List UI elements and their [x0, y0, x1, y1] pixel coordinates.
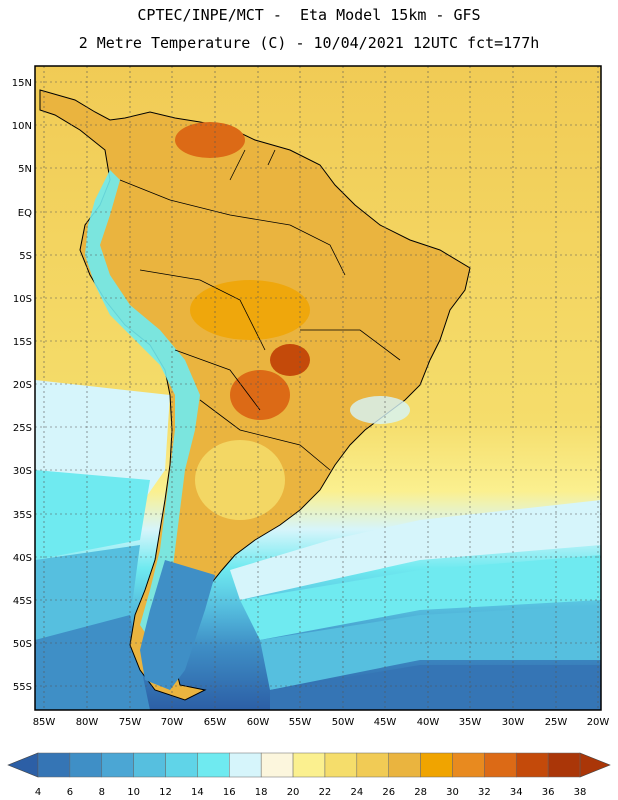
lon-label: 50W: [332, 717, 355, 728]
legend-value-label: 26: [382, 787, 395, 798]
lat-label: 10N: [12, 121, 32, 132]
lat-label: 25S: [13, 423, 32, 434]
legend-swatch: [37, 752, 71, 778]
lon-label: 20W: [587, 717, 610, 728]
lon-label: 55W: [289, 717, 312, 728]
andes-cold-zone: [85, 170, 200, 640]
lon-label: 25W: [545, 717, 568, 728]
lat-label: 15S: [13, 337, 32, 348]
longitude-labels: 85W 80W 75W 70W 65W 60W 55W 50W 45W 40W …: [33, 717, 610, 728]
atlantic-cool-band: [240, 555, 601, 640]
lat-label: EQ: [18, 208, 32, 219]
legend-value-label: 4: [35, 787, 41, 798]
lon-label: 40W: [417, 717, 440, 728]
legend-value-label: 32: [478, 787, 491, 798]
lon-label: 65W: [204, 717, 227, 728]
pantanal-hot-spot: [270, 344, 310, 376]
legend-swatch: [547, 752, 581, 778]
lat-label: 45S: [13, 596, 32, 607]
latitude-labels: 15N 10N 5N EQ 5S 10S 15S 20S 25S 30S 35S…: [12, 78, 32, 693]
legend-swatch: [452, 752, 485, 778]
lon-label: 30W: [502, 717, 525, 728]
map-title-line-1: CPTEC/INPE/MCT - Eta Model 15km - GFS: [137, 6, 481, 24]
atlantic-cold-band: [260, 605, 601, 690]
lat-label: 15N: [12, 78, 32, 89]
lon-label: 60W: [247, 717, 270, 728]
atlantic-coldest-band: [270, 665, 601, 710]
central-warm-zone: [190, 280, 310, 340]
paraguay-hot-spot: [230, 370, 290, 420]
atlantic-mild-band: [230, 500, 601, 600]
lat-label: 35S: [13, 510, 32, 521]
legend-value-label: 10: [127, 787, 140, 798]
lon-label: 75W: [119, 717, 142, 728]
legend-value-label: 14: [191, 787, 204, 798]
legend-value-label: 22: [319, 787, 332, 798]
lat-label: 30S: [13, 466, 32, 477]
legend-value-label: 6: [67, 787, 73, 798]
lon-label: 70W: [161, 717, 184, 728]
legend-swatch: [324, 752, 358, 778]
legend-swatch: [165, 752, 198, 778]
lon-label: 45W: [374, 717, 397, 728]
lon-label: 80W: [76, 717, 99, 728]
legend-value-label: 12: [159, 787, 172, 798]
pacific-colder-zone: [35, 545, 140, 640]
lat-label: 5S: [19, 251, 32, 262]
legend-value-label: 20: [287, 787, 300, 798]
map-field: [35, 66, 601, 710]
legend-swatch: [133, 752, 166, 778]
pacific-cold-zone: [35, 470, 150, 560]
map-frame: [34, 65, 602, 711]
legend-swatch: [420, 752, 453, 778]
pampas-mild-zone: [195, 440, 285, 520]
lat-label: 10S: [13, 294, 32, 305]
legend-swatch: [484, 752, 517, 778]
legend-right-arrow: [579, 752, 611, 778]
legend-swatch: [229, 752, 262, 778]
legend-value-label: 8: [99, 787, 105, 798]
map-title-line-2: 2 Metre Temperature (C) - 10/04/2021 12U…: [78, 34, 540, 52]
patagonia-cold-zone: [140, 560, 215, 690]
southeast-coast-mild-zone: [350, 396, 410, 424]
lat-label: 40S: [13, 553, 32, 564]
legend-swatch: [388, 752, 421, 778]
legend-value-label: 30: [446, 787, 459, 798]
lon-label: 85W: [33, 717, 56, 728]
legend-value-label: 36: [542, 787, 555, 798]
lat-label: 20S: [13, 380, 32, 391]
lat-label: 5N: [18, 164, 32, 175]
legend-value-label: 28: [414, 787, 427, 798]
legend-left-arrow: [7, 752, 39, 778]
legend-swatch: [356, 752, 389, 778]
legend-swatch: [515, 752, 549, 778]
legend-value-label: 38: [574, 787, 587, 798]
venezuela-hot-spot: [175, 122, 245, 158]
legend-swatch: [101, 752, 134, 778]
lat-label: 50S: [13, 639, 32, 650]
graticule: [35, 66, 601, 710]
legend-value-label: 16: [223, 787, 236, 798]
lon-label: 35W: [459, 717, 482, 728]
legend-value-label: 24: [350, 787, 363, 798]
country-borders: [119, 149, 401, 471]
color-legend: 4 6 8 10 12 14 16 18 20 22 24 26 28 30 32 34 36 38: [7, 752, 611, 798]
legend-swatch: [260, 752, 294, 778]
lat-label: 55S: [13, 682, 32, 693]
legend-swatch: [69, 752, 103, 778]
legend-swatch: [197, 752, 230, 778]
legend-value-label: 34: [510, 787, 523, 798]
legend-swatch: [292, 752, 326, 778]
legend-value-label: 18: [255, 787, 268, 798]
